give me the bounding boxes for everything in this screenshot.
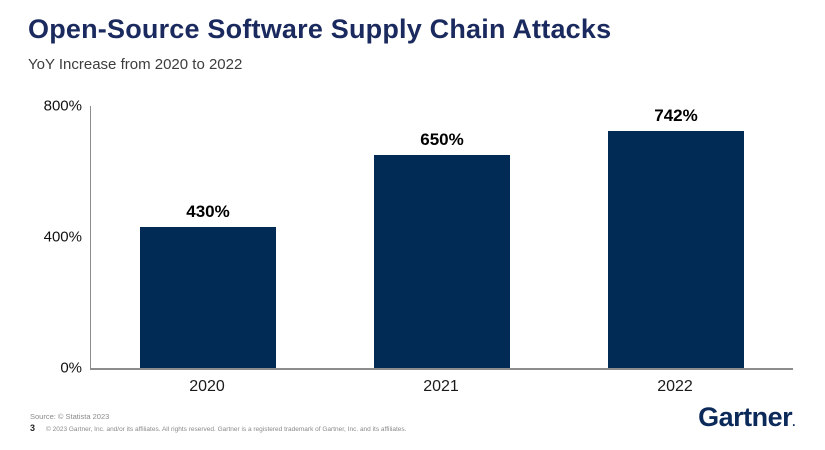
bar-slot: 430% <box>91 106 325 368</box>
bar <box>140 227 276 368</box>
y-tick-label: 400% <box>43 228 82 246</box>
bar <box>608 131 744 368</box>
gartner-logo-text: Gartner <box>698 402 793 432</box>
x-tick-label: 2020 <box>189 378 225 395</box>
x-tick-label: 2021 <box>423 378 459 395</box>
x-tick-label: 2022 <box>657 378 693 395</box>
y-axis-labels: 0% 400% 800% <box>0 98 82 377</box>
bar-slot: 650% <box>325 106 559 368</box>
page-subtitle: YoY Increase from 2020 to 2022 <box>28 56 243 73</box>
bar-value-label: 430% <box>186 202 230 222</box>
y-tick-label: 0% <box>60 359 82 377</box>
footer: 3 © 2023 Gartner, Inc. and/or its affili… <box>30 423 406 433</box>
bar-slot: 742% <box>559 106 793 368</box>
copyright-text: © 2023 Gartner, Inc. and/or its affiliat… <box>46 426 407 433</box>
y-tick-label: 800% <box>43 97 82 115</box>
source-note: Source: © Statista 2023 <box>30 412 110 421</box>
bar-value-label: 742% <box>654 106 698 125</box>
page-title: Open-Source Software Supply Chain Attack… <box>28 14 612 44</box>
x-axis-labels: 2020 2021 2022 <box>90 378 792 396</box>
plot-area: 430% 650% 742% <box>90 106 793 370</box>
page-number: 3 <box>30 423 36 433</box>
bar-value-label: 650% <box>420 130 464 150</box>
registered-mark-icon: . <box>792 415 795 429</box>
bar <box>374 155 510 368</box>
gartner-logo: Gartner. <box>698 402 795 433</box>
